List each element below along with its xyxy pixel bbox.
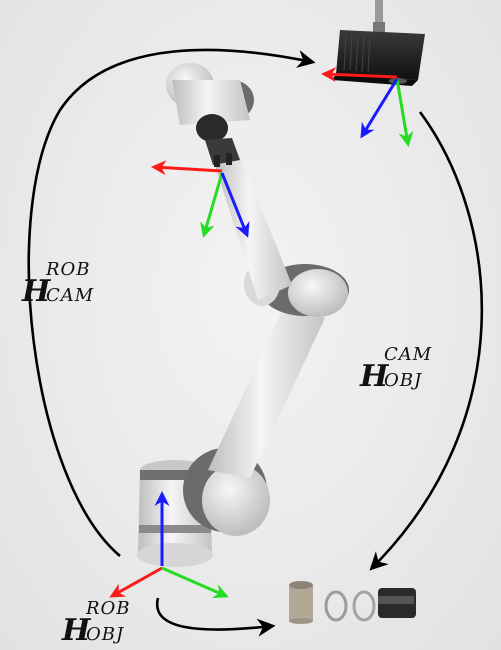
camera-icon: [332, 0, 425, 86]
arc-robot-to-object: [155, 597, 276, 637]
label-subscript: OBJ: [86, 624, 125, 645]
arc-camera-to-object: [369, 111, 484, 571]
label-subscript: CAM: [46, 285, 95, 306]
label-robot-to-object: H ROB OBJ: [62, 600, 130, 648]
robot-arm-icon: [137, 63, 349, 567]
label-symbol: H: [22, 274, 51, 309]
label-subscript: OBJ: [384, 370, 423, 391]
base-frame-icon: [109, 491, 229, 599]
label-superscript: ROB: [86, 598, 131, 619]
gripper-frame-icon: [151, 160, 250, 238]
label-superscript: CAM: [384, 344, 433, 365]
camera-frame-icon: [321, 66, 414, 147]
label-robot-to-camera: H ROB CAM: [22, 261, 93, 309]
cylinder-objects-icon: [289, 581, 416, 624]
transformation-arcs: [27, 48, 484, 637]
arc-robot-to-camera: [27, 48, 316, 557]
label-symbol: H: [360, 359, 389, 394]
label-camera-to-object: H CAM OBJ: [360, 346, 431, 394]
label-symbol: H: [62, 613, 91, 648]
label-superscript: ROB: [46, 259, 91, 280]
